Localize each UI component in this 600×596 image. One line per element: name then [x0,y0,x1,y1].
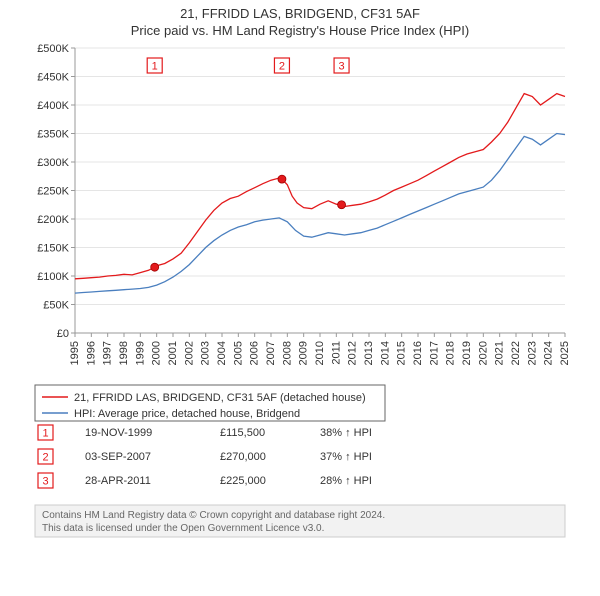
x-tick-label: 2003 [200,341,212,365]
sale-marker-number: 1 [152,60,158,72]
sale-row-pct: 28% ↑ HPI [320,475,372,487]
x-tick-label: 2007 [265,341,277,365]
x-tick-label: 2000 [151,341,163,365]
x-tick-label: 2004 [216,341,228,365]
x-tick-label: 2021 [494,341,506,365]
hpi-series-line [75,134,565,294]
legend-label: 21, FFRIDD LAS, BRIDGEND, CF31 5AF (deta… [74,392,366,404]
y-tick-label: £150K [37,243,69,255]
x-tick-label: 2013 [363,341,375,365]
x-tick-label: 2010 [314,341,326,365]
x-tick-label: 2009 [298,341,310,365]
x-tick-label: 1996 [85,341,97,365]
y-tick-label: £350K [37,129,69,141]
sale-marker-dot [151,263,159,271]
sale-row-date: 28-APR-2011 [85,475,151,487]
sale-row-pct: 37% ↑ HPI [320,451,372,463]
sale-row-price: £115,500 [220,427,265,439]
attribution-line2: This data is licensed under the Open Gov… [42,523,324,534]
x-tick-label: 2001 [167,341,179,365]
y-tick-label: £450K [37,72,69,84]
sale-marker-number: 3 [338,60,344,72]
x-tick-label: 2025 [559,341,571,365]
x-tick-label: 2012 [347,341,359,365]
x-tick-label: 2005 [232,341,244,365]
x-tick-label: 2019 [461,341,473,365]
sale-marker-number: 2 [279,60,285,72]
sale-row-number: 2 [42,451,48,463]
x-tick-label: 2015 [396,341,408,365]
attribution-line1: Contains HM Land Registry data © Crown c… [42,510,385,521]
attribution-footer: Contains HM Land Registry data © Crown c… [20,503,580,541]
page-title: 21, FFRIDD LAS, BRIDGEND, CF31 5AF [0,6,600,21]
x-tick-label: 2023 [526,341,538,365]
y-tick-label: £500K [37,43,69,55]
sale-row-date: 19-NOV-1999 [85,427,152,439]
legend: 21, FFRIDD LAS, BRIDGEND, CF31 5AF (deta… [20,383,580,423]
price-chart: £0 £50K £100K £150K £200K £250K £300K £350K £400… [20,38,580,383]
x-tick-label: 2008 [281,341,293,365]
x-tick-label: 2022 [510,341,522,365]
sale-row-price: £225,000 [220,475,266,487]
sale-row-number: 1 [42,427,48,439]
x-tick-label: 1995 [69,341,81,365]
property-series-line [75,94,565,279]
sale-row-price: £270,000 [220,451,266,463]
x-tick-label: 2017 [428,341,440,365]
x-tick-label: 2002 [183,341,195,365]
sale-row-pct: 38% ↑ HPI [320,427,372,439]
sale-row-number: 3 [42,475,48,487]
y-tick-label: £400K [37,100,69,112]
y-tick-label: £50K [43,300,69,312]
y-tick-label: £300K [37,157,69,169]
x-tick-label: 2014 [379,341,391,365]
x-tick-label: 1998 [118,341,130,365]
x-tick-label: 2011 [330,341,342,365]
sale-marker-dot [278,175,286,183]
sales-table: 1 19-NOV-1999 £115,500 38% ↑ HPI 2 03-SEP-200… [20,423,580,503]
x-tick-label: 1997 [102,341,114,365]
legend-label: HPI: Average price, detached house, Brid… [74,408,300,420]
sale-marker-dot [338,201,346,209]
x-tick-label: 2018 [445,341,457,365]
y-tick-label: £100K [37,271,69,283]
page-subtitle: Price paid vs. HM Land Registry's House … [0,23,600,38]
x-tick-label: 2024 [543,341,555,365]
x-tick-label: 2016 [412,341,424,365]
x-tick-label: 2006 [249,341,261,365]
y-tick-label: £250K [37,186,69,198]
y-tick-label: £0 [57,328,69,340]
x-tick-label: 2020 [477,341,489,365]
x-tick-label: 1999 [134,341,146,365]
y-tick-label: £200K [37,214,69,226]
sale-row-date: 03-SEP-2007 [85,451,151,463]
